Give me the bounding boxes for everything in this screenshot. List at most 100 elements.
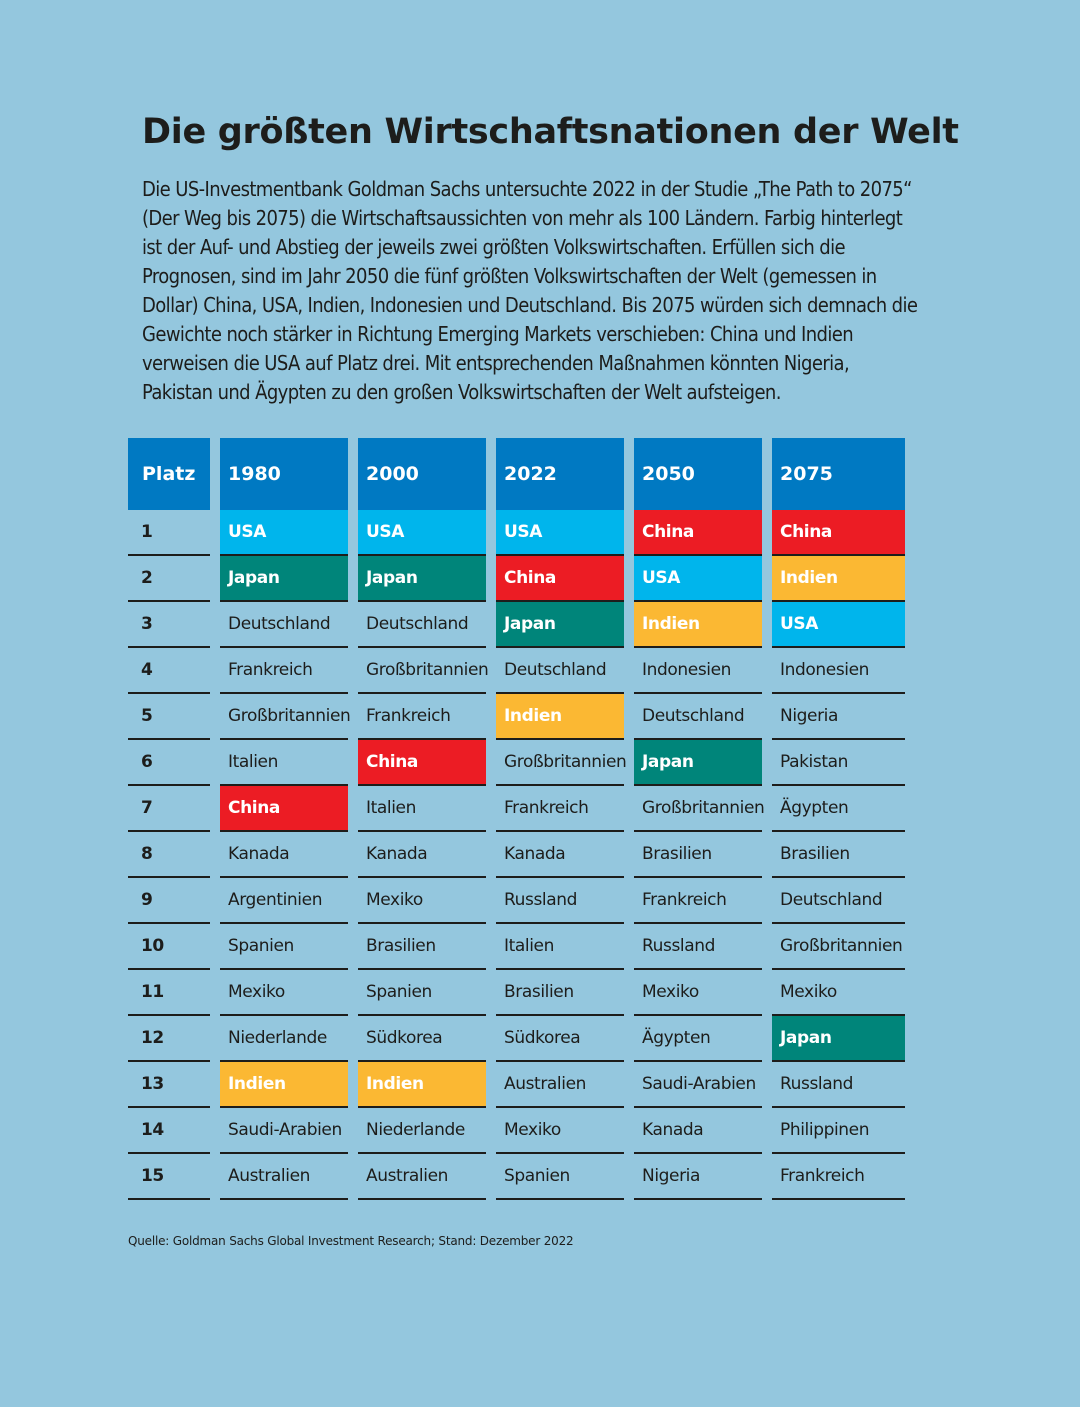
country-cell: Großbritannien <box>496 740 627 786</box>
country-cell: Australien <box>358 1154 486 1200</box>
country-cell: USA <box>772 602 905 648</box>
country-cell: Japan <box>772 1016 905 1062</box>
country-cell: China <box>772 510 905 556</box>
rank-header: Platz <box>128 438 210 510</box>
rank-cell: 10 <box>128 924 210 970</box>
rank-cell: 11 <box>128 970 210 1016</box>
country-cell: Deutschland <box>496 648 624 694</box>
country-cell: Italien <box>496 924 624 970</box>
rank-cell: 5 <box>128 694 210 740</box>
country-cell: Indien <box>634 602 762 648</box>
country-cell: Russland <box>772 1062 905 1108</box>
country-cell: Nigeria <box>634 1154 762 1200</box>
country-cell: Brasilien <box>358 924 486 970</box>
country-cell: China <box>358 740 486 786</box>
country-cell: Südkorea <box>496 1016 624 1062</box>
country-cell: Niederlande <box>358 1108 486 1154</box>
rank-column: Platz 1 2 3 4 5 6 7 8 9 10 11 12 13 14 15 <box>128 438 210 1200</box>
country-cell: USA <box>220 510 348 556</box>
rank-cell: 7 <box>128 786 210 832</box>
country-cell: Frankreich <box>358 694 486 740</box>
country-cell: Niederlande <box>220 1016 348 1062</box>
year-header: 2000 <box>358 438 486 510</box>
rank-cell: 6 <box>128 740 210 786</box>
country-cell: Indonesien <box>772 648 905 694</box>
country-cell: Japan <box>358 556 486 602</box>
rank-cell: 3 <box>128 602 210 648</box>
country-cell: USA <box>634 556 762 602</box>
rank-cell: 14 <box>128 1108 210 1154</box>
rank-cell: 9 <box>128 878 210 924</box>
country-cell: Brasilien <box>772 832 905 878</box>
rank-cell: 12 <box>128 1016 210 1062</box>
country-cell: Australien <box>496 1062 624 1108</box>
country-cell: Brasilien <box>496 970 624 1016</box>
rank-cell: 1 <box>128 510 210 556</box>
rank-cell: 8 <box>128 832 210 878</box>
country-cell: Pakistan <box>772 740 905 786</box>
country-cell: Mexiko <box>358 878 486 924</box>
country-cell: Großbritannien <box>220 694 351 740</box>
country-cell: Japan <box>634 740 762 786</box>
country-cell: Spanien <box>496 1154 624 1200</box>
country-cell: Deutschland <box>772 878 905 924</box>
intro-text: Die US-Investmentbank Goldman Sachs unte… <box>142 177 918 404</box>
year-header: 2075 <box>772 438 905 510</box>
country-cell: Nigeria <box>772 694 905 740</box>
country-cell: Kanada <box>496 832 624 878</box>
rank-cell: 13 <box>128 1062 210 1108</box>
source-note: Quelle: Goldman Sachs Global Investment … <box>128 1234 574 1248</box>
country-cell: Kanada <box>358 832 486 878</box>
country-cell: Frankreich <box>220 648 348 694</box>
country-cell: Russland <box>496 878 624 924</box>
country-cell: Indien <box>358 1062 486 1108</box>
page-title: Die größten Wirtschaftsnationen der Welt <box>142 112 959 152</box>
rank-cell: 2 <box>128 556 210 602</box>
country-cell: Spanien <box>220 924 348 970</box>
year-header: 2050 <box>634 438 762 510</box>
country-cell: Kanada <box>220 832 348 878</box>
country-cell: Saudi-Arabien <box>634 1062 762 1108</box>
country-cell: Frankreich <box>772 1154 905 1200</box>
country-cell: Großbritannien <box>634 786 765 832</box>
country-cell: USA <box>358 510 486 556</box>
country-cell: Italien <box>358 786 486 832</box>
year-column-2022: 2022 USA China Japan Deutschland Indien Großbr… <box>496 438 627 1200</box>
country-cell: USA <box>496 510 624 556</box>
year-header: 2022 <box>496 438 624 510</box>
country-cell: Russland <box>634 924 762 970</box>
year-column-2075: 2075 China Indien USA Indonesien Nigeria Pakis… <box>772 438 905 1200</box>
year-column-1980: 1980 USA Japan Deutschland Frankreich Großbri… <box>220 438 351 1200</box>
country-cell: Argentinien <box>220 878 348 924</box>
country-cell: Großbritannien <box>772 924 905 970</box>
country-cell: Indonesien <box>634 648 762 694</box>
country-cell: China <box>634 510 762 556</box>
country-cell: Spanien <box>358 970 486 1016</box>
country-cell: Italien <box>220 740 348 786</box>
country-cell: Indien <box>772 556 905 602</box>
country-cell: Kanada <box>634 1108 762 1154</box>
country-cell: Großbritannien <box>358 648 489 694</box>
country-cell: Deutschland <box>220 602 348 648</box>
country-cell: Mexiko <box>634 970 762 1016</box>
country-cell: Indien <box>496 694 624 740</box>
country-cell: Frankreich <box>634 878 762 924</box>
country-cell: Japan <box>496 602 624 648</box>
country-cell: Brasilien <box>634 832 762 878</box>
country-cell: Ägypten <box>772 786 905 832</box>
rank-cell: 15 <box>128 1154 210 1200</box>
country-cell: Deutschland <box>634 694 762 740</box>
rank-cell: 4 <box>128 648 210 694</box>
year-header: 1980 <box>220 438 348 510</box>
country-cell: Mexiko <box>496 1108 624 1154</box>
country-cell: Ägypten <box>634 1016 762 1062</box>
country-cell: Saudi-Arabien <box>220 1108 348 1154</box>
country-cell: Südkorea <box>358 1016 486 1062</box>
country-cell: Mexiko <box>220 970 348 1016</box>
country-cell: Frankreich <box>496 786 624 832</box>
country-cell: China <box>496 556 624 602</box>
year-column-2000: 2000 USA Japan Deutschland Großbritannien Fra… <box>358 438 489 1200</box>
country-cell: Australien <box>220 1154 348 1200</box>
country-cell: Deutschland <box>358 602 486 648</box>
country-cell: China <box>220 786 348 832</box>
